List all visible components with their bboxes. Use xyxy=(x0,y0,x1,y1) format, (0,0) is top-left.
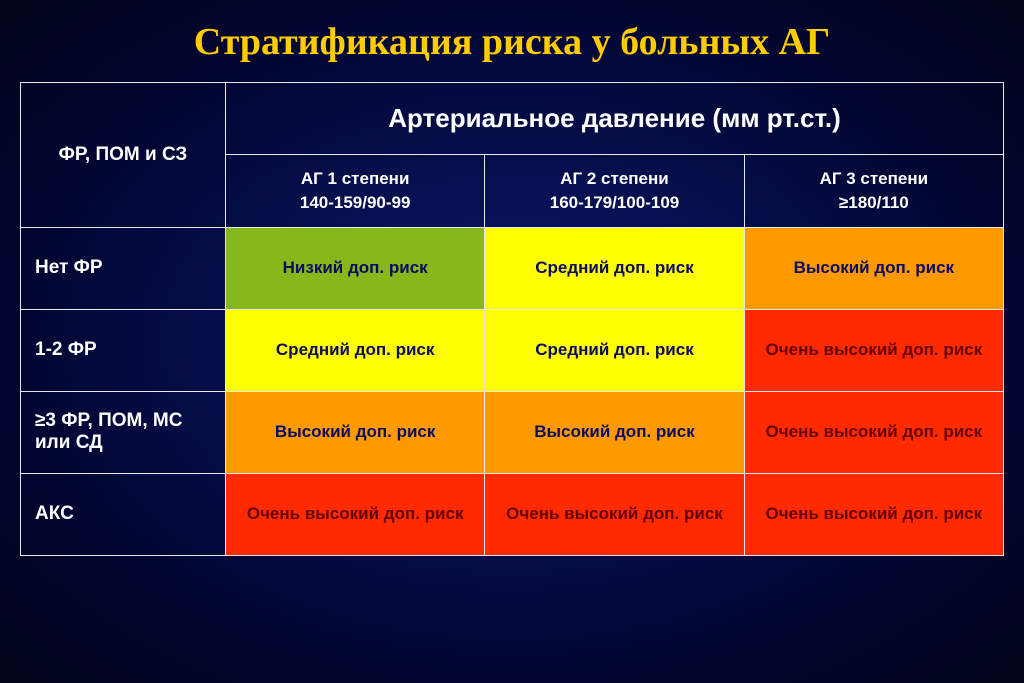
table-row: АКС Очень высокий доп. риск Очень высоки… xyxy=(21,473,1004,555)
cell-2-2: Очень высокий доп. риск xyxy=(744,391,1003,473)
cell-2-1: Высокий доп. риск xyxy=(485,391,744,473)
cell-3-2: Очень высокий доп. риск xyxy=(744,473,1003,555)
table-row: ≥3 ФР, ПОМ, МС или СД Высокий доп. риск … xyxy=(21,391,1004,473)
col-header-3: АГ 3 степени ≥180/110 xyxy=(744,155,1003,228)
row-header-2: 1-2 ФР xyxy=(21,309,226,391)
cell-3-0: Очень высокий доп. риск xyxy=(226,473,485,555)
risk-table: ФР, ПОМ и СЗ Артериальное давление (мм р… xyxy=(20,82,1004,556)
col-header-1-line2: 140-159/90-99 xyxy=(300,193,411,212)
cell-3-1: Очень высокий доп. риск xyxy=(485,473,744,555)
cell-1-2: Очень высокий доп. риск xyxy=(744,309,1003,391)
col-header-2-line2: 160-179/100-109 xyxy=(550,193,680,212)
col-header-2: АГ 2 степени 160-179/100-109 xyxy=(485,155,744,228)
table-row: Нет ФР Низкий доп. риск Средний доп. рис… xyxy=(21,227,1004,309)
super-header: Артериальное давление (мм рт.ст.) xyxy=(226,83,1004,155)
cell-1-1: Средний доп. риск xyxy=(485,309,744,391)
table-row: 1-2 ФР Средний доп. риск Средний доп. ри… xyxy=(21,309,1004,391)
row-header-4: АКС xyxy=(21,473,226,555)
col-header-3-line1: АГ 3 степени xyxy=(820,169,929,188)
col-header-3-line2: ≥180/110 xyxy=(839,193,909,212)
row-header-1: Нет ФР xyxy=(21,227,226,309)
col-header-2-line1: АГ 2 степени xyxy=(560,169,669,188)
col-header-1-line1: АГ 1 степени xyxy=(301,169,410,188)
row-header-3: ≥3 ФР, ПОМ, МС или СД xyxy=(21,391,226,473)
cell-1-0: Средний доп. риск xyxy=(226,309,485,391)
cell-2-0: Высокий доп. риск xyxy=(226,391,485,473)
cell-0-0: Низкий доп. риск xyxy=(226,227,485,309)
table-header-row-1: ФР, ПОМ и СЗ Артериальное давление (мм р… xyxy=(21,83,1004,155)
slide: Стратификация риска у больных АГ ФР, ПОМ… xyxy=(0,0,1024,683)
slide-title: Стратификация риска у больных АГ xyxy=(20,20,1004,64)
corner-header: ФР, ПОМ и СЗ xyxy=(21,83,226,228)
cell-0-2: Высокий доп. риск xyxy=(744,227,1003,309)
cell-0-1: Средний доп. риск xyxy=(485,227,744,309)
col-header-1: АГ 1 степени 140-159/90-99 xyxy=(226,155,485,228)
